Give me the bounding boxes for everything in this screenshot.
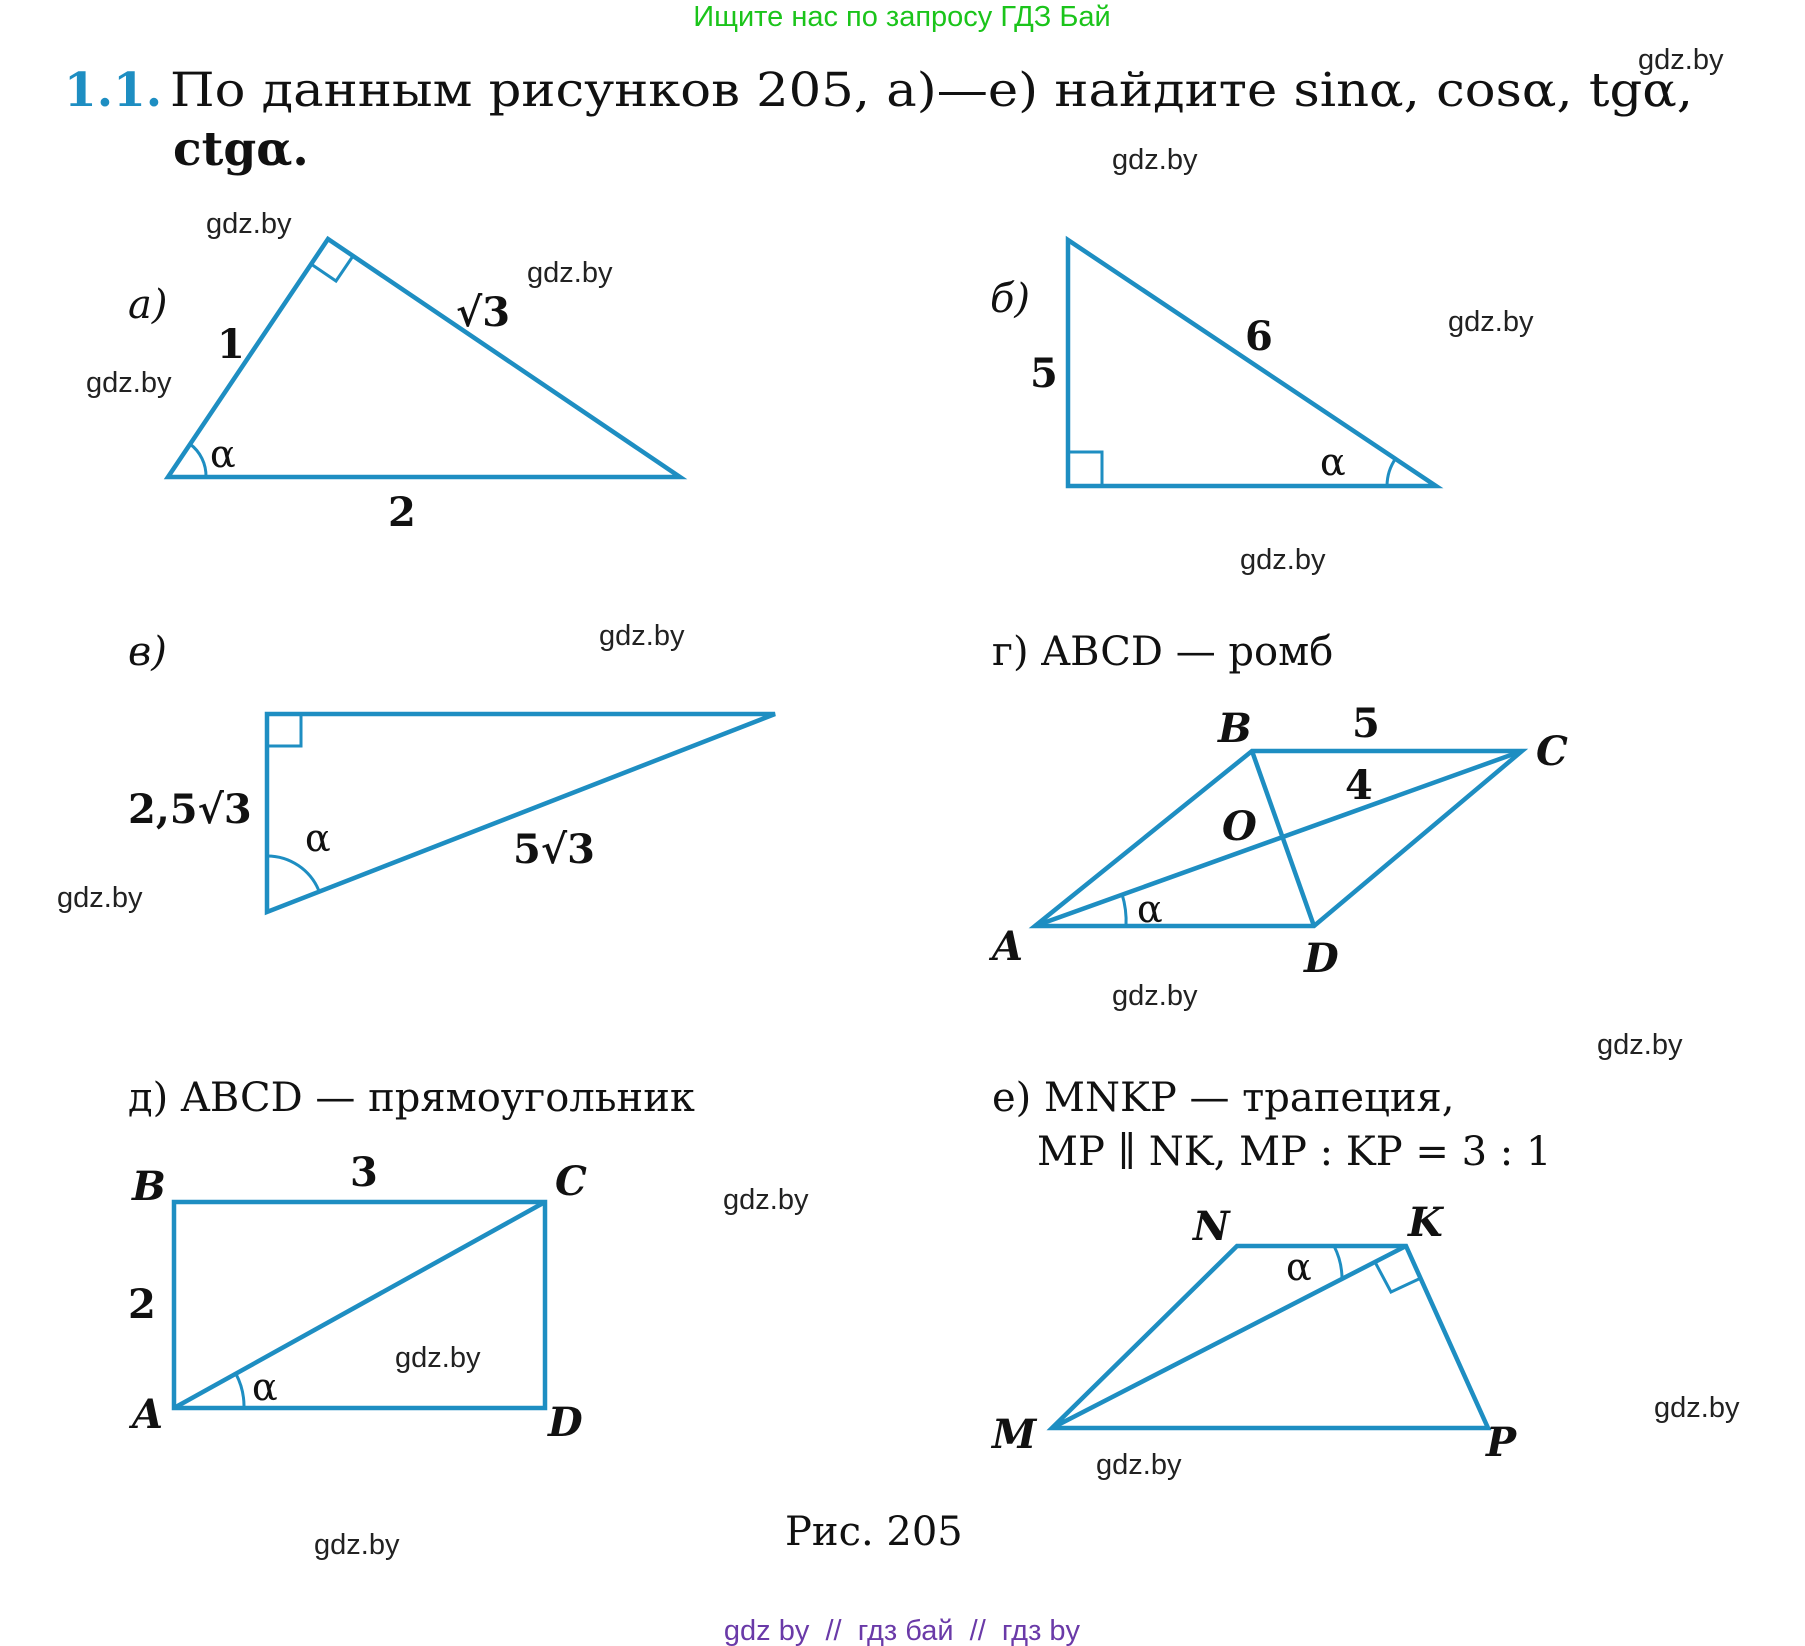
watermark-text: gdz.by <box>206 208 292 240</box>
rect-vertex-B: B <box>131 1163 166 1210</box>
leg-label-v: 2,5√3 <box>128 786 252 833</box>
trap-vertex-K: K <box>1407 1199 1445 1246</box>
watermark-text: gdz.by <box>1654 1392 1740 1424</box>
figure-e-label-line1: е) MNKP — трапеция, <box>992 1075 1454 1121</box>
vertex-B: B <box>1217 705 1252 752</box>
watermark-text: gdz.by <box>1096 1449 1182 1481</box>
watermark-text: gdz.by <box>599 620 685 652</box>
rect-vertex-D: D <box>547 1399 583 1446</box>
diagonal-mk <box>1050 1243 1408 1431</box>
diagonal-bd <box>1249 750 1317 927</box>
base-label-2: 2 <box>388 489 416 536</box>
watermark-text: gdz.by <box>1448 306 1534 338</box>
angle-arc-d <box>234 1373 246 1409</box>
rect-vertex-A: A <box>128 1391 163 1438</box>
rect-vertex-C: C <box>555 1158 587 1205</box>
left-label-2: 2 <box>128 1281 156 1328</box>
figure-g: г) ABCD — ромб A B C D O 5 4 α <box>988 629 1568 982</box>
trap-vertex-P: P <box>1485 1419 1518 1466</box>
angle-label-b: α <box>1320 440 1346 484</box>
problem-text-line2: ctgα. <box>173 122 309 177</box>
footer-links: gdz by // гдз бай // гдз by <box>724 1615 1081 1646</box>
figure-e-label-line2: MP ∥ NK, MP : KP = 3 : 1 <box>1037 1129 1551 1175</box>
center-O: O <box>1222 803 1257 850</box>
triangle-a <box>163 235 688 480</box>
trapezoid <box>1046 1243 1492 1431</box>
angle-arc-b <box>1385 457 1398 487</box>
problem-text-line1: По данным рисунков 205, а)—е) найдите si… <box>170 63 1693 118</box>
side-label-sqrt3: √3 <box>456 289 510 336</box>
watermark-text: gdz.by <box>723 1184 809 1216</box>
triangle-v <box>264 711 776 916</box>
figure-d-label: д) ABCD — прямоугольник <box>128 1075 695 1121</box>
watermark-text: gdz.by <box>57 882 143 914</box>
watermark-text: gdz.by <box>1240 544 1326 576</box>
right-angle-mark-a <box>310 255 355 284</box>
triangle-b <box>1065 235 1444 489</box>
watermark-text: gdz.by <box>1597 1029 1683 1061</box>
angle-label-e: α <box>1286 1245 1312 1289</box>
figure-b-label: б) <box>990 276 1030 322</box>
figure-v: в) 2,5√3 5√3 α <box>128 629 776 916</box>
angle-arc-e <box>1332 1245 1344 1280</box>
vertex-D: D <box>1303 935 1339 982</box>
promo-text: Ищите нас по запросу ГДЗ Бай <box>693 1 1110 33</box>
trap-vertex-M: M <box>990 1411 1038 1458</box>
right-angle-mark-v <box>267 714 303 748</box>
watermark-text: gdz.by <box>1638 44 1724 76</box>
diagonal-ac <box>1034 748 1523 929</box>
figure-v-label: в) <box>128 629 167 675</box>
figure-b: б) 5 6 α <box>990 235 1444 489</box>
angle-label-g: α <box>1137 887 1163 931</box>
leg-label-5: 5 <box>1030 350 1058 397</box>
watermark-text: gdz.by <box>1112 980 1198 1012</box>
watermark-text: gdz.by <box>314 1529 400 1561</box>
vertex-A: A <box>988 923 1023 970</box>
top-label-3: 3 <box>350 1149 378 1196</box>
watermarks: gdz.by gdz.by gdz.by gdz.by gdz.by gdz.b… <box>57 44 1740 1561</box>
rectangle <box>171 1199 548 1411</box>
watermark-text: gdz.by <box>86 367 172 399</box>
figure-e: е) MNKP — трапеция, MP ∥ NK, MP : KP = 3… <box>990 1075 1551 1466</box>
right-angle-mark-e <box>1373 1261 1422 1294</box>
angle-arc-g <box>1120 893 1128 927</box>
problem-number: 1.1. <box>64 63 162 118</box>
figure-a: а) 1 √3 2 α <box>128 235 688 536</box>
angle-label-d: α <box>252 1365 278 1409</box>
figure-g-label: г) ABCD — ромб <box>992 629 1333 675</box>
vertex-C: C <box>1536 728 1568 775</box>
watermark-text: gdz.by <box>395 1342 481 1374</box>
figure-caption: Рис. 205 <box>785 1509 963 1555</box>
right-angle-mark-b <box>1068 450 1104 486</box>
watermark-text: gdz.by <box>527 257 613 289</box>
angle-arc-a <box>189 442 208 478</box>
watermark-text: gdz.by <box>1112 144 1198 176</box>
hyp-label-6: 6 <box>1245 313 1273 360</box>
angle-label-a: α <box>210 432 236 476</box>
side-label-5: 5 <box>1352 700 1380 747</box>
diagonal-ac-rect <box>172 1200 547 1410</box>
hyp-label-v: 5√3 <box>513 826 595 873</box>
angle-label-v: α <box>305 816 331 860</box>
figure-a-label: а) <box>128 282 167 328</box>
figure-d: д) ABCD — прямоугольник B C A D 3 2 α <box>128 1075 695 1446</box>
trap-vertex-N: N <box>1191 1203 1231 1250</box>
side-label-1: 1 <box>217 321 245 368</box>
angle-arc-v <box>266 854 321 892</box>
half-diag-label-4: 4 <box>1345 762 1373 809</box>
